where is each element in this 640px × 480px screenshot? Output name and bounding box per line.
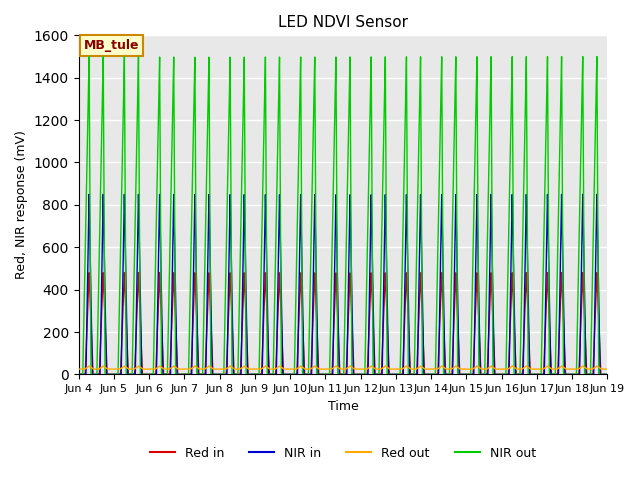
Title: LED NDVI Sensor: LED NDVI Sensor — [278, 15, 408, 30]
X-axis label: Time: Time — [328, 400, 358, 413]
Text: MB_tule: MB_tule — [84, 39, 140, 52]
Legend: Red in, NIR in, Red out, NIR out: Red in, NIR in, Red out, NIR out — [145, 442, 541, 465]
Y-axis label: Red, NIR response (mV): Red, NIR response (mV) — [15, 131, 28, 279]
